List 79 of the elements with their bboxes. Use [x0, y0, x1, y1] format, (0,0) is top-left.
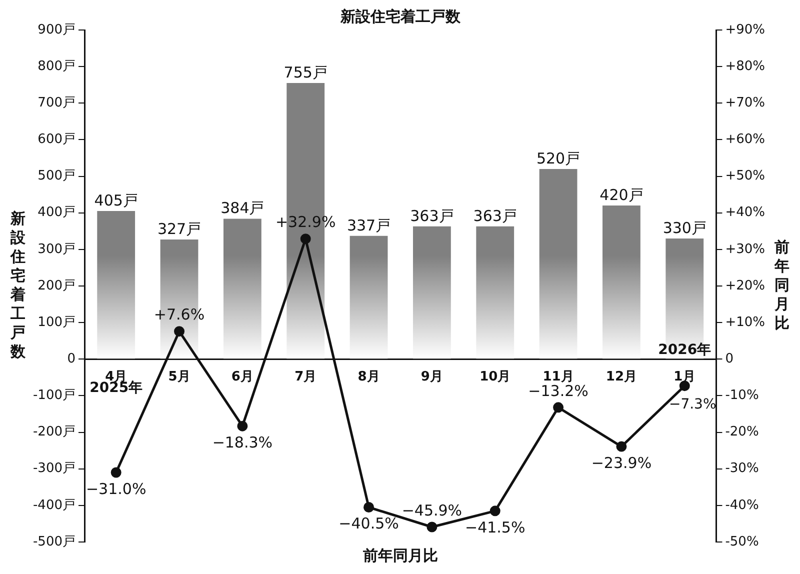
- y-tick-label: 700戸: [38, 96, 76, 111]
- y2-tick-label: -10%: [725, 388, 759, 404]
- y-tick-label: 300戸: [38, 242, 76, 257]
- x-tick-label: 8月: [358, 369, 380, 384]
- y-tick-label: 900戸: [38, 22, 76, 38]
- bar: [412, 226, 451, 359]
- bar: [476, 226, 514, 359]
- bar: [97, 211, 136, 359]
- y2-tick-label: 0: [725, 352, 734, 367]
- y-tick-label: 0: [67, 352, 76, 367]
- data-label: 337戸: [346, 216, 391, 234]
- point: [426, 522, 438, 532]
- data-label: +7.6%: [154, 306, 205, 324]
- y-tick-label: 500戸: [38, 168, 76, 184]
- bar: [350, 236, 388, 359]
- x-axis-title: 前年同月比: [362, 546, 438, 564]
- data-label: −7.3%: [668, 396, 716, 412]
- point: [364, 502, 374, 513]
- data-label: −40.5%: [338, 514, 399, 533]
- data-label: −18.3%: [212, 433, 273, 452]
- data-label: −41.5%: [465, 518, 526, 536]
- y2-tick-label: +70%: [725, 96, 766, 111]
- y-tick-label: 400戸: [38, 205, 76, 220]
- data-label: 363戸: [410, 206, 454, 225]
- y-tick-label: -200戸: [32, 424, 76, 440]
- bar: [223, 218, 262, 359]
- y-tick-label: 100戸: [38, 314, 76, 330]
- data-label: −23.9%: [591, 454, 652, 472]
- y-tick-label: 200戸: [38, 278, 76, 294]
- data-label: 520戸: [536, 149, 580, 168]
- data-label: 330戸: [662, 218, 706, 237]
- data-label: 420戸: [600, 186, 644, 204]
- x-tick-label: 12月: [606, 369, 638, 384]
- x-tick-label: 6月: [231, 369, 254, 384]
- annotation: 2026年: [658, 342, 712, 358]
- point: [616, 441, 627, 452]
- x-tick-label: 11月: [542, 369, 574, 384]
- y-tick-label: -100戸: [32, 388, 76, 404]
- y2-tick-label: +30%: [725, 242, 766, 257]
- point: [174, 326, 185, 337]
- x-tick-label: 9月: [420, 369, 443, 384]
- y2-tick-label: -20%: [725, 424, 759, 440]
- point: [490, 506, 500, 516]
- y-tick-label: -400戸: [32, 498, 76, 513]
- y-tick-label: 800戸: [38, 58, 76, 74]
- data-label: −31.0%: [86, 480, 146, 498]
- y2-tick-label: +50%: [725, 168, 766, 184]
- y2-tick-label: -50%: [725, 534, 759, 550]
- data-label: −45.9%: [402, 501, 462, 520]
- y-tick-label: 600戸: [38, 132, 76, 148]
- y2-tick-label: +10%: [725, 314, 766, 330]
- data-label: 405戸: [94, 191, 138, 210]
- y2-tick-label: +20%: [725, 278, 766, 294]
- data-label: 327戸: [157, 220, 202, 238]
- x-tick-label: 1月: [674, 369, 696, 384]
- y-axis-title: 新設住宅着工戸数: [10, 209, 26, 360]
- y2-tick-label: +90%: [725, 22, 766, 38]
- bar: [539, 168, 578, 359]
- point: [553, 402, 564, 413]
- data-label: 363戸: [473, 206, 517, 225]
- data-label: 384戸: [220, 199, 264, 218]
- y2-tick-label: +80%: [725, 58, 766, 74]
- point: [110, 467, 122, 478]
- data-label: −13.2%: [528, 382, 588, 400]
- bar: [602, 206, 640, 359]
- y2-tick-label: +60%: [725, 132, 766, 148]
- y2-axis-title: 前年同月比: [774, 238, 790, 332]
- y-tick-label: -300戸: [32, 461, 76, 476]
- y2-tick-label: +40%: [725, 205, 766, 220]
- y2-tick-label: -30%: [725, 461, 759, 476]
- y-tick-label: -500戸: [32, 534, 76, 550]
- point: [300, 234, 311, 244]
- data-label: 755戸: [284, 63, 328, 82]
- point: [237, 420, 248, 432]
- y2-tick-label: -40%: [725, 498, 759, 513]
- chart-title: 新設住宅着工戸数: [339, 7, 462, 26]
- x-tick-label: 7月: [294, 369, 317, 384]
- x-tick-label: 10月: [480, 369, 511, 384]
- x-tick-label: 5月: [168, 369, 190, 384]
